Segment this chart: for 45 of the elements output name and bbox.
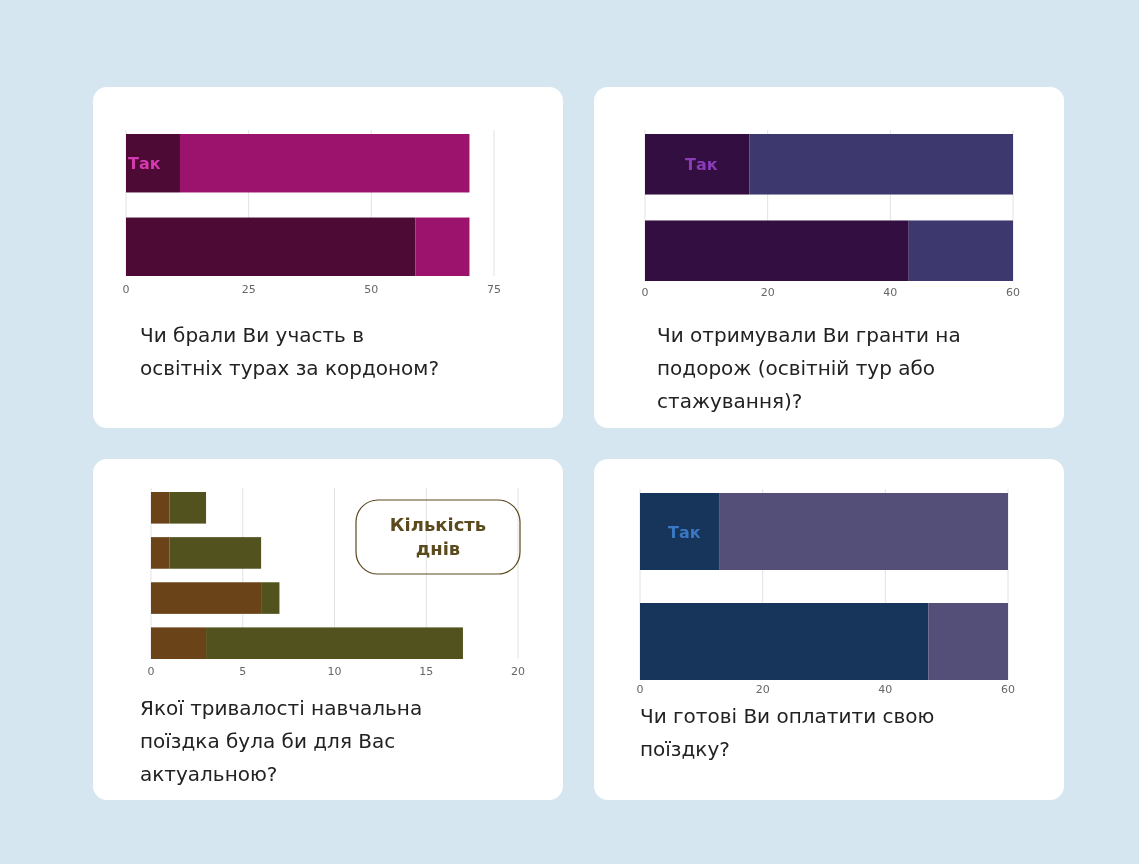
x-tick-label: 50: [364, 283, 379, 296]
bar: [169, 492, 207, 524]
bar: [151, 492, 170, 524]
x-tick-label: 60: [1001, 683, 1015, 696]
bar: [179, 134, 470, 193]
bar: [169, 537, 262, 569]
bar: [645, 134, 750, 195]
text: Чи отримували Ви гранти на подорож (освітній тур або стажування)?: [657, 323, 961, 413]
x-tick-label: 15: [419, 665, 434, 678]
annotation: Так: [685, 155, 718, 175]
x-tick-label: 0: [641, 286, 649, 299]
bar: [640, 493, 720, 570]
text: Чи брали Ви участь в освітніх турах за кордоном?: [140, 323, 440, 380]
bar: [415, 217, 470, 276]
x-tick-label: 20: [511, 665, 525, 678]
bar: [261, 582, 280, 614]
x-tick-label: 5: [239, 665, 247, 678]
bar: [206, 627, 463, 659]
bar: [126, 134, 180, 193]
bar: [645, 220, 909, 281]
text: Якої тривалості навчальна поїздка була би для Вас актуальною?: [140, 696, 423, 786]
x-tick-label: 0: [147, 665, 155, 678]
annotation: Так: [668, 522, 701, 542]
annotation: Кількість днів: [389, 514, 487, 559]
bar: [151, 537, 170, 569]
bar: [928, 603, 1008, 680]
x-tick-label: 25: [241, 283, 256, 296]
x-tick-label: 20: [755, 683, 770, 696]
bar: [749, 134, 1013, 195]
bar: [908, 220, 1013, 281]
bar: [719, 493, 1008, 570]
x-tick-label: 60: [1006, 286, 1020, 299]
x-tick-label: 10: [327, 665, 342, 678]
text: Чи готові Ви оплатити свою поїздку?: [640, 704, 935, 761]
x-tick-label: 20: [760, 286, 775, 299]
bar: [151, 627, 207, 659]
x-tick-label: 40: [878, 683, 893, 696]
bar: [151, 582, 262, 614]
bar: [640, 603, 929, 680]
x-tick-label: 0: [636, 683, 644, 696]
x-tick-label: 40: [883, 286, 898, 299]
annotation: Так: [128, 154, 161, 174]
bar: [126, 217, 416, 276]
x-tick-label: 75: [487, 283, 501, 296]
x-tick-label: 0: [122, 283, 130, 296]
